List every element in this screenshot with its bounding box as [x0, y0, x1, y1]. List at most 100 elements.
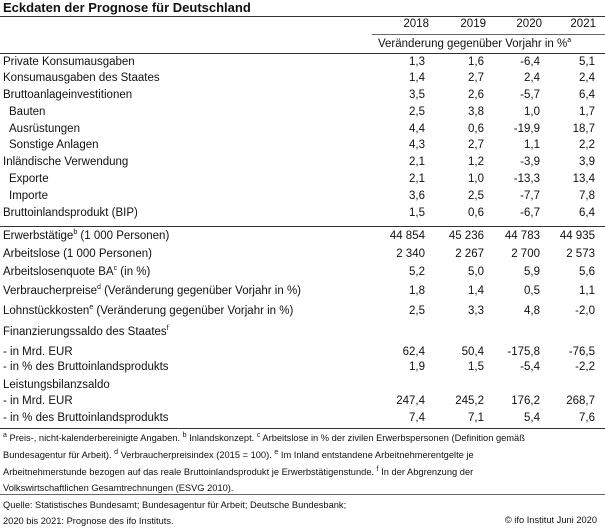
cell-2020: -13,3 — [513, 173, 540, 185]
cell-2020: -19,9 — [513, 123, 540, 135]
cell-2020: 1,1 — [524, 139, 540, 151]
cell-2019: 1,6 — [468, 56, 484, 68]
title-rule — [0, 16, 605, 17]
footnote-line: Volkswirtschaftlichen Gesamtrechnungen (… — [3, 483, 234, 493]
cell-2020: -6,4 — [520, 56, 540, 68]
cell-2020: -5,7 — [520, 89, 540, 101]
cell-2021: -2,2 — [575, 361, 595, 373]
copyright: © ifo Institut Juni 2020 — [504, 515, 597, 525]
footnote-line: a Preis-, nicht-kalenderbereinigte Angab… — [3, 431, 525, 443]
cell-2020: 1,0 — [524, 106, 540, 118]
row-label: Bruttoanlageinvestitionen — [3, 89, 133, 101]
row-label: Konsumausgaben des Staates — [3, 72, 160, 84]
row-label: Ausrüstungen — [9, 123, 80, 135]
footnote-line: Bundesagentur für Arbeit). d Verbraucher… — [3, 448, 474, 460]
cell-2020: -3,9 — [520, 156, 540, 168]
cell-2018: 1,3 — [409, 56, 425, 68]
cell-2020: 44 783 — [504, 230, 540, 242]
row-label: Leistungsbilanzsaldo — [3, 379, 110, 391]
year-rule — [372, 34, 605, 35]
cell-2018: 1,8 — [409, 285, 425, 297]
cell-2019: 50,4 — [461, 346, 484, 358]
row-label: - in % des Bruttoinlandsprodukts — [3, 412, 169, 424]
row-label: Bruttoinlandsprodukt (BIP) — [3, 207, 138, 219]
row-label: - in Mrd. EUR — [3, 395, 73, 407]
cell-2019: 245,2 — [455, 395, 484, 407]
row-label: Exporte — [9, 173, 49, 185]
row-label: Arbeitslose (1 000 Personen) — [3, 248, 152, 260]
cell-2019: 2,7 — [468, 72, 484, 84]
row-label: Inländische Verwendung — [3, 156, 129, 168]
cell-2020: -7,7 — [520, 190, 540, 202]
cell-2020: 5,9 — [524, 266, 540, 278]
section-rule — [0, 226, 605, 227]
cell-2021: 268,7 — [566, 395, 595, 407]
cell-2019: 45 236 — [448, 230, 484, 242]
cell-2020: 2,4 — [524, 72, 540, 84]
cell-2021: 2 573 — [566, 248, 595, 260]
footnote-rule — [0, 428, 605, 429]
row-label: Finanzierungssaldo des Staatesf — [3, 325, 169, 338]
cell-2018: 2,1 — [409, 173, 425, 185]
cell-2021: 6,4 — [579, 207, 595, 219]
cell-2021: -2,0 — [575, 305, 595, 317]
footnote-line: Arbeitnehmerstunde bezogen auf das reale… — [3, 465, 474, 477]
cell-2018: 2 340 — [396, 248, 425, 260]
cell-2020: 4,8 — [524, 305, 540, 317]
row-label: Importe — [9, 190, 48, 202]
row-label: Private Konsumausgaben — [3, 56, 135, 68]
cell-2021: 2,2 — [579, 139, 595, 151]
row-label: Erwerbstätigeb (1 000 Personen) — [3, 229, 170, 242]
row-label: - in Mrd. EUR — [3, 346, 73, 358]
cell-2018: 4,4 — [409, 123, 425, 135]
cell-2018: 4,3 — [409, 139, 425, 151]
cell-2020: -175,8 — [507, 346, 540, 358]
cell-2019: 0,6 — [468, 207, 484, 219]
unit-label: Veränderung gegenüber Vorjahr in %a — [378, 37, 572, 50]
source-rule — [0, 494, 605, 495]
row-label: - in % des Bruttoinlandsprodukts — [3, 361, 169, 373]
cell-2021: 2,4 — [579, 72, 595, 84]
cell-2021: 1,7 — [579, 106, 595, 118]
year-header-2019: 2019 — [460, 18, 486, 30]
cell-2021: 7,6 — [579, 412, 595, 424]
cell-2018: 2,5 — [409, 305, 425, 317]
cell-2020: 0,5 — [524, 285, 540, 297]
row-label: Bauten — [9, 106, 46, 118]
cell-2019: 1,0 — [468, 173, 484, 185]
cell-2019: 2,7 — [468, 139, 484, 151]
cell-2021: 13,4 — [572, 173, 595, 185]
cell-2020: 176,2 — [511, 395, 540, 407]
cell-2018: 5,2 — [409, 266, 425, 278]
cell-2021: 7,8 — [579, 190, 595, 202]
cell-2019: 5,0 — [468, 266, 484, 278]
cell-2019: 1,5 — [468, 361, 484, 373]
cell-2021: -76,5 — [568, 346, 595, 358]
cell-2018: 2,5 — [409, 106, 425, 118]
cell-2019: 3,3 — [468, 305, 484, 317]
cell-2021: 5,6 — [579, 266, 595, 278]
cell-2019: 7,1 — [468, 412, 484, 424]
cell-2018: 1,9 — [409, 361, 425, 373]
cell-2019: 1,4 — [468, 285, 484, 297]
cell-2019: 2,6 — [468, 89, 484, 101]
cell-2020: -5,4 — [520, 361, 540, 373]
cell-2019: 2,5 — [468, 190, 484, 202]
year-header-2021: 2021 — [570, 18, 596, 30]
year-header-2020: 2020 — [516, 18, 542, 30]
cell-2021: 1,1 — [579, 285, 595, 297]
row-label: Lohnstückkostene (Veränderung gegenüber … — [3, 304, 294, 317]
cell-2021: 44 935 — [559, 230, 595, 242]
cell-2020: 5,4 — [524, 412, 540, 424]
cell-2018: 1,5 — [409, 207, 425, 219]
cell-2019: 3,8 — [468, 106, 484, 118]
cell-2020: -6,7 — [520, 207, 540, 219]
header-rule — [0, 53, 605, 54]
source-note: Quelle: Statistisches Bundesamt; Bundesa… — [3, 500, 347, 526]
cell-2018: 3,5 — [409, 89, 425, 101]
cell-2018: 7,4 — [409, 412, 425, 424]
cell-2018: 62,4 — [402, 346, 425, 358]
cell-2019: 0,6 — [468, 123, 484, 135]
cell-2018: 1,4 — [409, 72, 425, 84]
cell-2021: 18,7 — [572, 123, 595, 135]
